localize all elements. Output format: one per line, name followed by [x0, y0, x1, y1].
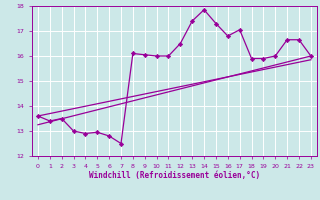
X-axis label: Windchill (Refroidissement éolien,°C): Windchill (Refroidissement éolien,°C)	[89, 171, 260, 180]
